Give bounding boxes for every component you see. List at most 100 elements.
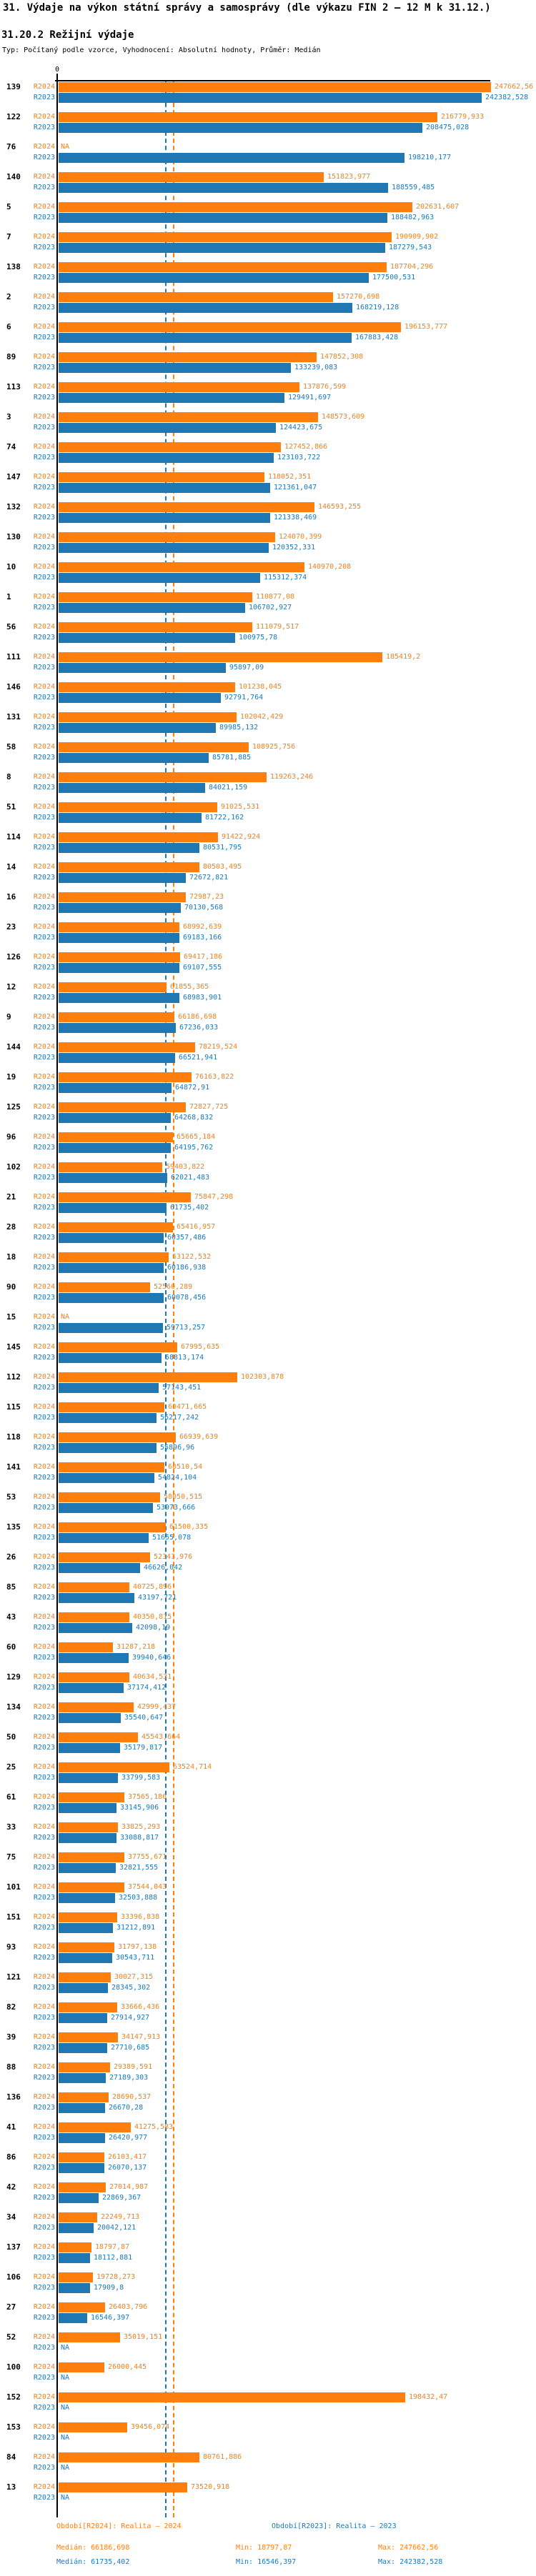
series-label-r2023: R2023 <box>33 2104 55 2112</box>
series-label-r2023: R2023 <box>33 1984 55 1992</box>
series-label-r2024: R2024 <box>33 1163 55 1171</box>
value-label-r2024: 45543,664 <box>142 1733 181 1741</box>
group-label: 152 <box>6 2392 21 2402</box>
group-label: 88 <box>6 2062 16 2072</box>
bar-r2023 <box>59 993 179 1003</box>
value-label-r2024: 127452,866 <box>284 443 328 451</box>
value-label-r2023: 121361,047 <box>274 484 317 491</box>
y-axis-line <box>56 80 58 2517</box>
bar-r2023 <box>59 2223 94 2233</box>
series-label-r2024: R2024 <box>33 593 55 601</box>
bar-r2024 <box>59 742 249 752</box>
value-label-r2024: 157270,698 <box>337 293 380 301</box>
series-label-r2023: R2023 <box>33 154 55 161</box>
group-label: 136 <box>6 2092 21 2102</box>
series-label-r2024: R2024 <box>33 1523 55 1531</box>
bar-r2024 <box>59 1942 114 1952</box>
series-label-r2024: R2024 <box>33 1313 55 1321</box>
bar-r2024 <box>59 892 186 902</box>
value-label-r2023: 37174,412 <box>127 1684 167 1692</box>
series-label-r2024: R2024 <box>33 2033 55 2041</box>
stat-min-r2023: Min: 16546,397 <box>236 2558 297 2566</box>
series-label-r2023: R2023 <box>33 2194 55 2202</box>
series-label-r2024: R2024 <box>33 323 55 331</box>
bar-r2023 <box>59 1023 176 1033</box>
series-label-r2023: R2023 <box>33 754 55 762</box>
series-label-r2023: R2023 <box>33 544 55 551</box>
value-label-r2023: 177500,531 <box>372 274 416 281</box>
bar-r2024 <box>59 1612 129 1622</box>
series-label-r2023: R2023 <box>33 424 55 431</box>
bar-r2023 <box>59 2313 87 2323</box>
series-label-r2024: R2024 <box>33 2183 55 2191</box>
value-label-r2023: 106702,927 <box>249 604 292 611</box>
bar-r2024 <box>59 2092 109 2102</box>
series-label-r2024: R2024 <box>33 773 55 781</box>
series-label-r2023: R2023 <box>33 1864 55 1872</box>
value-label-r2023: 84021,159 <box>209 784 248 792</box>
bar-r2023 <box>59 513 270 523</box>
group-label: 132 <box>6 502 21 511</box>
series-label-r2024: R2024 <box>33 1433 55 1441</box>
value-label-r2024: 39456,074 <box>131 2423 170 2431</box>
bar-r2024 <box>59 2452 199 2462</box>
value-label-r2024: 147852,308 <box>320 353 364 361</box>
bar-r2024 <box>59 2122 131 2132</box>
value-label-r2024: 60510,54 <box>168 1463 203 1471</box>
value-label-r2023: 26670,28 <box>109 2104 144 2112</box>
value-label-r2023: 35179,817 <box>124 1744 163 1752</box>
bar-r2024 <box>59 1702 134 1712</box>
series-label-r2024: R2024 <box>33 1283 55 1291</box>
series-label-r2023: R2023 <box>33 964 55 972</box>
na-label-r2023: NA <box>61 2344 70 2352</box>
series-label-r2024: R2024 <box>33 983 55 991</box>
series-label-r2024: R2024 <box>33 533 55 541</box>
series-label-r2023: R2023 <box>33 934 55 942</box>
series-label-r2023: R2023 <box>33 1834 55 1842</box>
value-label-r2023: 42098,19 <box>136 1624 171 1632</box>
bar-r2023 <box>59 693 221 703</box>
bar-r2024 <box>59 1852 124 1862</box>
bar-r2023 <box>59 813 202 823</box>
bar-r2024 <box>59 2302 105 2312</box>
value-label-r2023: 61735,402 <box>170 1204 209 1212</box>
series-label-r2024: R2024 <box>33 2153 55 2161</box>
value-label-r2024: 35019,151 <box>124 2333 163 2341</box>
legend-r2024: Období[R2024]: Realita – 2024 <box>56 2522 182 2530</box>
value-label-r2023: 133239,083 <box>294 364 338 371</box>
series-label-r2023: R2023 <box>33 634 55 641</box>
series-label-r2024: R2024 <box>33 743 55 751</box>
bar-r2024 <box>59 112 437 122</box>
bar-r2024 <box>59 2422 127 2432</box>
value-label-r2023: 187279,543 <box>389 244 432 251</box>
series-label-r2024: R2024 <box>33 2333 55 2341</box>
series-label-r2024: R2024 <box>33 923 55 931</box>
bar-r2024 <box>59 2182 106 2192</box>
series-label-r2024: R2024 <box>33 293 55 301</box>
value-label-r2024: 118052,351 <box>268 473 312 481</box>
group-label: 26 <box>6 1552 16 1562</box>
bar-r2024 <box>59 1912 117 1922</box>
na-label-r2024: NA <box>61 143 70 151</box>
series-label-r2024: R2024 <box>33 1973 55 1981</box>
bar-r2024 <box>59 2242 91 2252</box>
group-label: 126 <box>6 952 21 962</box>
bar-r2023 <box>59 123 422 133</box>
bar-r2023 <box>59 1563 140 1573</box>
group-label: 6 <box>6 322 11 331</box>
bar-r2024 <box>59 1582 129 1592</box>
group-label: 10 <box>6 562 16 571</box>
bar-r2023 <box>59 1473 154 1483</box>
group-label: 85 <box>6 1582 16 1592</box>
value-label-r2023: 26420,977 <box>109 2134 148 2142</box>
value-label-r2024: 72987,23 <box>189 893 224 901</box>
series-label-r2023: R2023 <box>33 1174 55 1182</box>
value-label-r2023: 100975,78 <box>239 634 278 641</box>
bar-r2023 <box>59 753 209 763</box>
value-label-r2024: 196153,777 <box>405 323 448 331</box>
series-label-r2023: R2023 <box>33 1384 55 1392</box>
value-label-r2024: 148573,609 <box>322 413 365 421</box>
series-label-r2023: R2023 <box>33 784 55 792</box>
value-label-r2024: 66939,639 <box>179 1433 219 1441</box>
series-label-r2023: R2023 <box>33 1144 55 1152</box>
